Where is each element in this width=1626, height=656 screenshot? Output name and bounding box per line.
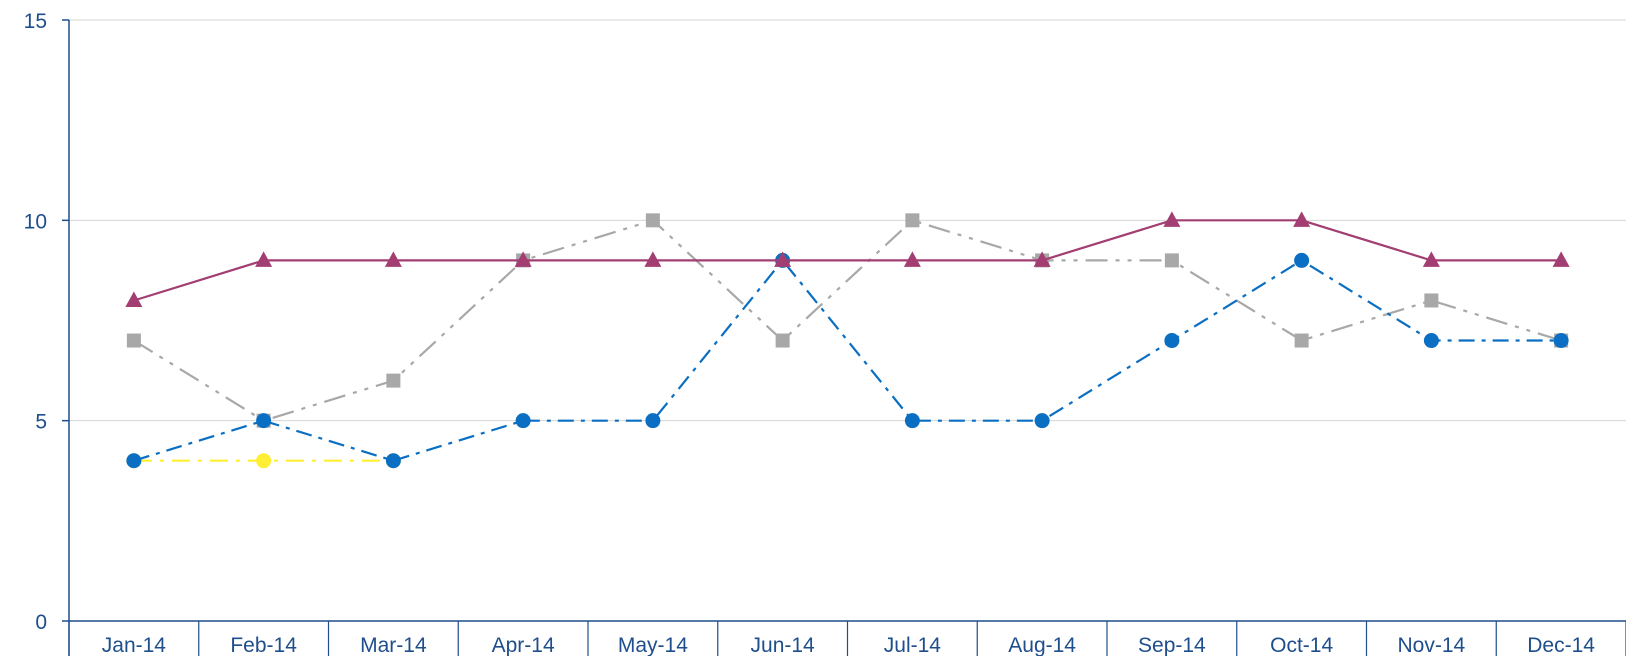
x-axis-ticks: Jan-14 Feb-14 Mar-14 Apr-14 May-14 Jun-14 Jul-… [68,621,1626,656]
data-point [1424,293,1439,308]
x-tick-label: Jul-14 [884,634,942,656]
y-axis-ticks: 0 5 10 15 [24,10,69,634]
data-point [255,251,273,267]
data-point [1293,211,1311,227]
data-point [1163,211,1181,227]
data-point [514,251,532,267]
data-point [125,291,143,307]
data-point [644,251,662,267]
data-point [1033,251,1051,267]
y-tick-label: 10 [24,210,47,233]
series-0 [126,213,1569,428]
y-tick-label: 15 [24,10,47,33]
data-point [645,213,660,228]
data-point [774,251,792,267]
series-line [133,219,1562,422]
series-3 [125,211,1570,307]
x-tick-label: Sep-14 [1138,634,1206,656]
x-tick-label: Mar-14 [360,634,427,656]
data-point [384,251,402,267]
x-tick-label: Aug-14 [1008,634,1076,656]
series-1 [126,453,401,469]
x-tick-label: Dec-14 [1527,634,1595,656]
data-point [1422,251,1440,267]
x-tick-label: Apr-14 [492,634,555,656]
y-tick-label: 5 [35,411,47,434]
data-point [126,453,142,469]
series-line [133,259,1562,462]
x-tick-label: Oct-14 [1270,634,1333,656]
data-point [385,453,401,469]
y-tick-label: 0 [35,611,47,634]
x-tick-label: Jun-14 [751,634,816,656]
series-line [133,219,1562,302]
x-tick-label: Jan-14 [102,634,167,656]
data-point [256,453,272,469]
data-point [1552,251,1570,267]
series-layer [125,211,1570,469]
data-point [386,373,401,388]
x-tick-label: Nov-14 [1398,634,1466,656]
data-point [1164,253,1179,268]
data-point [904,413,920,429]
data-point [903,251,921,267]
data-point [1423,333,1439,349]
data-point [1294,252,1310,268]
data-point [1034,413,1050,429]
x-tick-label: Feb-14 [230,634,297,656]
series-2 [126,252,1569,469]
data-point [515,413,531,429]
data-point [256,413,272,429]
data-point [775,333,790,348]
data-point [126,333,141,348]
data-point [1553,333,1569,349]
data-point [645,413,661,429]
data-point [1164,333,1180,349]
data-point [905,213,920,228]
gridlines [69,19,1626,422]
data-point [1294,333,1309,348]
x-tick-label: May-14 [618,634,688,656]
axes [68,20,1626,656]
